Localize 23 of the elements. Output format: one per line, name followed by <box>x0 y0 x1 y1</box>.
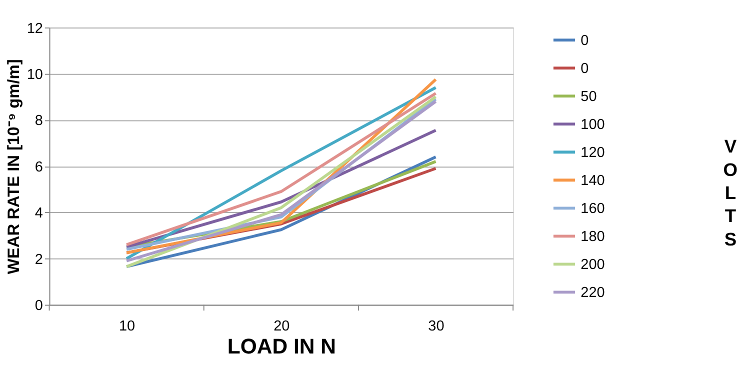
y-tick-label: 8 <box>34 113 43 130</box>
legend-label: 220 <box>580 285 605 302</box>
legend-label: 160 <box>580 200 605 217</box>
legend-label: 100 <box>580 116 605 133</box>
y-tick-label: 10 <box>26 67 43 84</box>
legend-label: 200 <box>580 257 605 274</box>
legend-title: VOLTS <box>723 136 738 250</box>
legend-label: 180 <box>580 229 605 246</box>
x-tick-label: 10 <box>118 318 136 334</box>
x-tick-label: 30 <box>428 318 444 334</box>
legend-label: 50 <box>580 88 597 105</box>
y-tick-label: 12 <box>26 20 43 37</box>
y-tick-label: 6 <box>34 159 43 176</box>
y-tick-label: 4 <box>34 206 43 222</box>
legend-label: 0 <box>580 32 589 49</box>
legend-label: 140 <box>580 172 605 189</box>
x-axis-title: LOAD IN N <box>227 334 336 359</box>
y-axis-title: WEAR RATE IN [10⁻⁹ gm/m] <box>5 59 24 274</box>
legend-label: 120 <box>580 144 605 161</box>
x-tick-label: 20 <box>274 318 290 334</box>
legend-label: 0 <box>580 60 589 77</box>
y-tick-label: 2 <box>34 252 43 268</box>
y-tick-label: 0 <box>34 298 43 314</box>
